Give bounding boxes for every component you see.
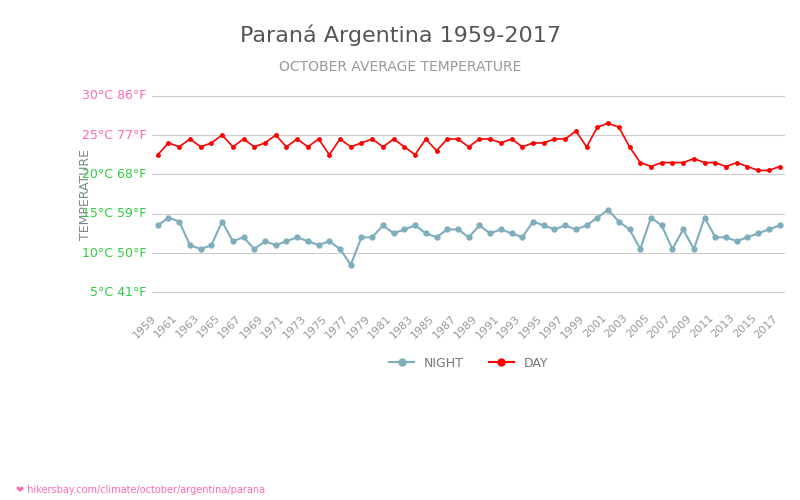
Legend: NIGHT, DAY: NIGHT, DAY	[384, 352, 554, 375]
Text: ❤ hikersbay.com/climate/october/argentina/parana: ❤ hikersbay.com/climate/october/argentin…	[16, 485, 265, 495]
Text: Paraná Argentina 1959-2017: Paraná Argentina 1959-2017	[239, 25, 561, 46]
Text: 30°C 86°F: 30°C 86°F	[82, 89, 146, 102]
Y-axis label: TEMPERATURE: TEMPERATURE	[79, 148, 92, 240]
Text: 20°C 68°F: 20°C 68°F	[82, 168, 146, 181]
Text: OCTOBER AVERAGE TEMPERATURE: OCTOBER AVERAGE TEMPERATURE	[279, 60, 521, 74]
Text: 5°C 41°F: 5°C 41°F	[90, 286, 146, 299]
Text: 10°C 50°F: 10°C 50°F	[82, 246, 146, 260]
Text: 15°C 59°F: 15°C 59°F	[82, 207, 146, 220]
Text: 25°C 77°F: 25°C 77°F	[82, 128, 146, 141]
